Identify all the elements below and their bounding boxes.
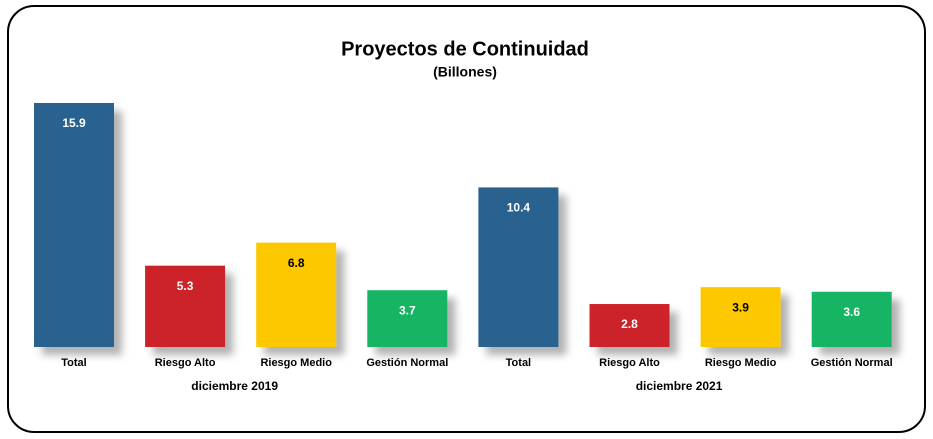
x-tick-label: Total xyxy=(506,357,531,369)
group-label: diciembre 2019 xyxy=(191,379,278,393)
x-tick-label: Riesgo Alto xyxy=(155,357,216,369)
x-tick-label: Gestión Normal xyxy=(366,357,448,369)
x-tick-label: Riesgo Alto xyxy=(599,357,660,369)
bar xyxy=(478,187,559,347)
value-label: 6.8 xyxy=(288,256,305,270)
bar xyxy=(367,290,448,347)
frame xyxy=(7,5,926,433)
value-label: 15.9 xyxy=(62,116,86,130)
bar xyxy=(256,242,337,347)
value-label: 3.9 xyxy=(732,300,749,314)
bar xyxy=(34,103,114,347)
value-label: 5.3 xyxy=(177,279,194,293)
group-label: diciembre 2021 xyxy=(636,379,723,393)
bar xyxy=(145,265,226,347)
chart-subtitle: (Billones) xyxy=(433,64,497,80)
bar xyxy=(700,287,781,347)
x-tick-label: Riesgo Medio xyxy=(705,357,777,369)
x-tick-label: Total xyxy=(61,357,86,369)
value-label: 2.8 xyxy=(621,317,638,331)
bar xyxy=(589,304,670,347)
value-label: 3.6 xyxy=(843,305,860,319)
chart-title: Proyectos de Continuidad xyxy=(341,38,589,60)
value-label: 10.4 xyxy=(507,201,531,215)
value-label: 3.7 xyxy=(399,303,416,317)
bar xyxy=(811,291,892,347)
x-tick-label: Riesgo Medio xyxy=(260,357,332,369)
x-tick-label: Gestión Normal xyxy=(811,357,893,369)
